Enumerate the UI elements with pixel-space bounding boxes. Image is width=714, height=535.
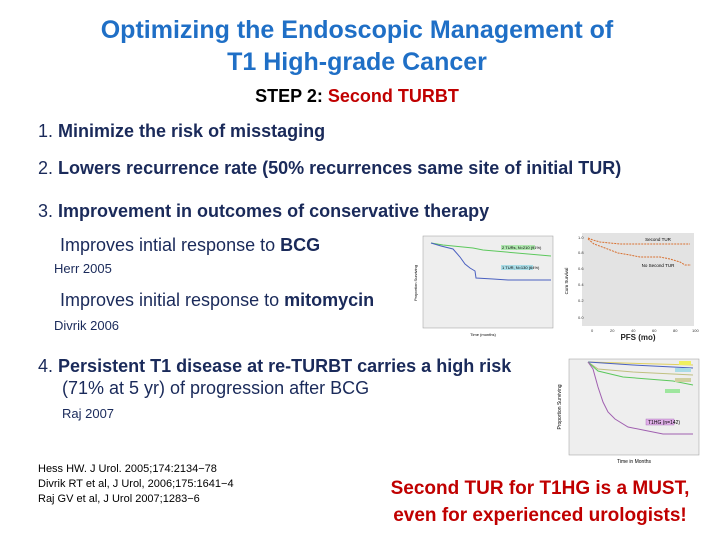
- conclusion: Second TUR for T1HG is a MUST, even for …: [350, 475, 714, 529]
- series-2-turs: [430, 242, 552, 257]
- series-t1hg: [587, 361, 693, 435]
- svg-text:1.0: 1.0: [578, 235, 584, 240]
- x-axis-label: PFS (mo): [620, 333, 655, 342]
- slide-title-line1: Optimizing the Endoscopic Management of: [100, 16, 614, 44]
- divrik-survival-chart: 1.0 0.8 0.6 0.4 0.2 0.0 0 20 40 60 80 10…: [564, 233, 699, 342]
- svg-text:0.2: 0.2: [578, 298, 584, 303]
- series-no-second-tur: [587, 238, 691, 266]
- reference-hess: Hess HW. J Urol. 2005;174:2134−78: [38, 463, 217, 475]
- series-second-tur: [587, 237, 690, 245]
- svg-text:60: 60: [652, 328, 657, 333]
- svg-text:0: 0: [591, 328, 594, 333]
- plot-area: [422, 235, 554, 329]
- legend-1-tur: 1 TUR, N=130 (64%): [502, 265, 540, 270]
- raj-survival-chart: T1HG (n=142) Time in Months Proportion S…: [557, 358, 700, 465]
- reference-raj: Raj GV et al, J Urol 2007;1283−6: [38, 493, 200, 505]
- plot-area: [582, 233, 694, 326]
- svg-text:100: 100: [692, 328, 699, 333]
- cite-raj: Raj 2007: [62, 406, 115, 421]
- herr-survival-chart: 2 TURs, N=210 (91%) 1 TUR, N=130 (64%) T…: [413, 233, 556, 337]
- series-green: [587, 361, 694, 386]
- references: Hess HW. J Urol. 2005;174:2134−78 Divrik…: [38, 462, 234, 507]
- series-olive: [587, 361, 694, 376]
- svg-text:0.6: 0.6: [578, 266, 584, 271]
- y-axis-label: Proportion Surviving: [413, 265, 418, 301]
- legend-second-tur: Second TUR: [645, 237, 671, 242]
- step-value: Second TURBT: [327, 86, 459, 106]
- item-4-line2: (71% at 5 yr) of progression after BCG: [62, 378, 370, 398]
- slide-title-line2: T1 High-grade Cancer: [227, 48, 487, 76]
- item-1: 1. Minimize the risk of misstaging: [38, 121, 326, 141]
- series-1-tur: [430, 242, 551, 281]
- series-blue: [587, 361, 694, 369]
- legend-2-turs: 2 TURs, N=210 (91%): [502, 245, 542, 250]
- svg-text:0.4: 0.4: [578, 282, 584, 287]
- cite-divrik: Divrik 2006: [54, 318, 120, 333]
- cite-herr: Herr 2005: [54, 261, 112, 276]
- item-3: 3. Improvement in outcomes of conservati…: [38, 201, 490, 221]
- subitem-bcg: Improves intial response to BCG: [60, 235, 321, 255]
- legend-t1hg: T1HG (n=142): [648, 420, 680, 426]
- y-axis-label: Proportion Surviving: [557, 384, 563, 429]
- svg-text:0.0: 0.0: [578, 315, 584, 320]
- step-heading: STEP 2: Second TURBT: [0, 86, 714, 107]
- reference-divrik: Divrik RT et al, J Urol, 2006;175:1641−4: [38, 478, 234, 490]
- svg-text:0.8: 0.8: [578, 250, 584, 255]
- x-axis-label: Time (months): [470, 332, 496, 337]
- subitem-mitomycin: Improves initial response to mitomycin: [60, 290, 375, 310]
- step-label: STEP 2:: [255, 86, 323, 106]
- svg-text:20: 20: [610, 328, 615, 333]
- y-axis-label: Cum Survival: [564, 268, 569, 295]
- x-axis-label: Time in Months: [617, 459, 651, 465]
- legend-no-second-tur: No Second TUR: [642, 263, 675, 268]
- series-yellow: [587, 361, 694, 366]
- conclusion-line1: Second TUR for T1HG is a MUST,: [390, 478, 690, 499]
- conclusion-line2: even for experienced urologists!: [393, 505, 687, 526]
- svg-text:80: 80: [673, 328, 678, 333]
- plot-area: [568, 358, 700, 456]
- item-2: 2. Lowers recurrence rate (50% recurrenc…: [38, 158, 622, 178]
- item-4: 4. Persistent T1 disease at re-TURBT car…: [38, 356, 512, 376]
- svg-text:40: 40: [631, 328, 636, 333]
